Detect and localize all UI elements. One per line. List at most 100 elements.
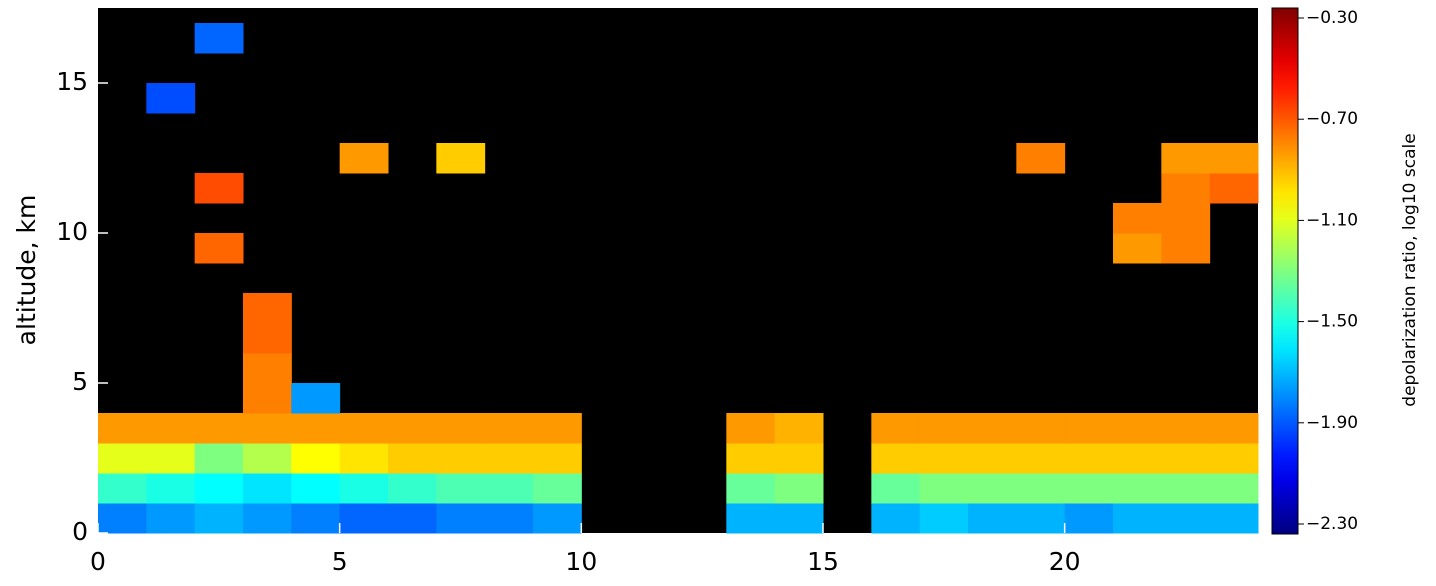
colorbar-tick-label: −1.90 (1306, 413, 1358, 433)
heat-cell (1064, 443, 1114, 474)
heat-cell (194, 233, 244, 264)
heat-cell (871, 503, 921, 534)
heat-cell (388, 473, 437, 504)
x-tick-label: 20 (1049, 547, 1081, 576)
heat-cell (291, 473, 341, 504)
heat-cell (1016, 413, 1066, 444)
heat-cell (919, 443, 969, 474)
colorbar-tick-label: −1.50 (1306, 312, 1358, 332)
heat-cell (146, 473, 196, 504)
heat-cell (1016, 143, 1066, 174)
heat-cell (1113, 443, 1162, 474)
heat-cell (243, 383, 292, 414)
colorbar-tick-label: −0.70 (1306, 109, 1358, 129)
heat-cell (533, 413, 582, 444)
colorbar (1271, 7, 1299, 535)
heat-cell (871, 413, 921, 444)
y-axis-label: altitude, km (12, 195, 41, 346)
heat-cell (1209, 473, 1259, 504)
heat-cell (388, 443, 437, 474)
heat-cell (1064, 473, 1114, 504)
heat-cell (1113, 413, 1162, 444)
heat-cell (436, 443, 486, 474)
heat-cell (291, 383, 341, 414)
heat-cell (436, 503, 486, 534)
heat-cell (1209, 413, 1259, 444)
heat-cell (484, 473, 534, 504)
heat-cell (98, 503, 147, 534)
heat-cell (194, 503, 244, 534)
heat-cell (726, 413, 776, 444)
colorbar-tick-label: −2.30 (1306, 514, 1358, 534)
heat-cell (1113, 203, 1162, 234)
heat-cell (1161, 173, 1211, 204)
y-tick-label: 15 (56, 67, 88, 96)
y-tick-label: 10 (56, 217, 88, 246)
heat-cell (1161, 203, 1211, 234)
heat-cell (1161, 413, 1211, 444)
heat-cell (533, 503, 582, 534)
heat-cell (436, 473, 486, 504)
heat-cell (533, 443, 582, 474)
heat-cell (968, 413, 1017, 444)
heat-cell (194, 23, 244, 54)
x-tick-label: 5 (332, 547, 348, 576)
heat-cell (243, 293, 292, 324)
x-tick-label: 10 (565, 547, 597, 576)
heat-cell (146, 503, 196, 534)
heat-cell (339, 443, 389, 474)
heat-cell (1016, 443, 1066, 474)
heat-cell (726, 473, 776, 504)
heat-cell (1161, 503, 1211, 534)
x-tick-label: 15 (807, 547, 839, 576)
heat-cell (1209, 143, 1259, 174)
heat-cell (339, 413, 389, 444)
heat-cell (98, 413, 147, 444)
y-tick-label: 5 (72, 367, 88, 396)
heat-cell (146, 413, 196, 444)
heat-cell (291, 413, 341, 444)
heat-cell (774, 443, 824, 474)
heat-cell (243, 413, 292, 444)
heat-cell (1113, 473, 1162, 504)
heat-cell (243, 353, 292, 384)
colorbar-label: depolarization ratio, log10 scale (1400, 133, 1420, 406)
heat-cell (1209, 173, 1259, 204)
colorbar-tick-label: −1.10 (1306, 210, 1358, 230)
heat-cell (871, 473, 921, 504)
heat-cell (1161, 143, 1211, 174)
heat-cell (194, 443, 244, 474)
heat-cell (726, 443, 776, 474)
heat-cell (1113, 233, 1162, 264)
heat-cell (1016, 473, 1066, 504)
heat-cell (968, 503, 1017, 534)
heat-cell (968, 473, 1017, 504)
heat-cell (1064, 503, 1114, 534)
heat-cell (774, 473, 824, 504)
heat-cell (533, 473, 582, 504)
colorbar-tick-label: −0.30 (1306, 8, 1358, 28)
heat-cell (339, 143, 389, 174)
heat-cell (243, 473, 292, 504)
heat-cell (484, 443, 534, 474)
heat-cell (98, 443, 147, 474)
heat-cell (98, 473, 147, 504)
heat-cell (339, 503, 389, 534)
heat-cell (194, 413, 244, 444)
heat-cell (1161, 443, 1211, 474)
heat-cell (1209, 443, 1259, 474)
x-tick-label: 0 (90, 547, 106, 576)
heat-cell (194, 473, 244, 504)
heat-cell (146, 83, 196, 114)
heat-cell (243, 443, 292, 474)
heat-cell (919, 413, 969, 444)
heat-cell (194, 173, 244, 204)
heat-cell (1161, 473, 1211, 504)
heat-cell (291, 503, 341, 534)
heat-cell (388, 503, 437, 534)
heat-cell (1161, 233, 1211, 264)
heat-cell (1016, 503, 1066, 534)
heat-cell (146, 443, 196, 474)
heat-cell (1209, 503, 1259, 534)
heat-cell (291, 443, 341, 474)
